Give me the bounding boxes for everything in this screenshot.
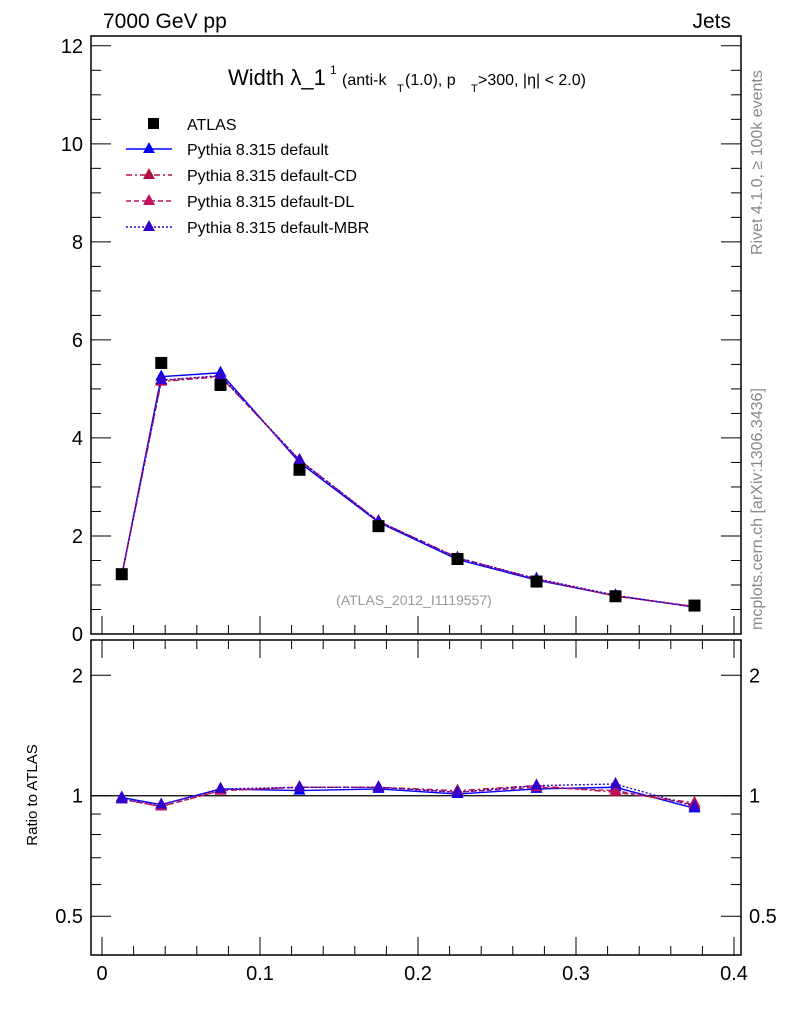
series-marker-3 <box>293 452 306 464</box>
ratio-line-3 <box>121 783 695 808</box>
title-main: Width λ_1 <box>228 65 326 90</box>
y-tick-label: 6 <box>72 330 83 352</box>
mcplots-label: mcplots.cern.ch [arXiv:1306.3436] <box>749 388 766 630</box>
series-line-0 <box>121 372 695 608</box>
ratio-tick-label: 2 <box>72 665 83 687</box>
y-tick-label: 4 <box>72 428 83 450</box>
header-right: Jets <box>692 10 731 33</box>
series-marker-3 <box>214 368 227 380</box>
legend-marker-2 <box>143 194 155 205</box>
data-point <box>530 575 543 588</box>
ratio-marker-3 <box>609 776 622 788</box>
header-left: 7000 GeV pp <box>103 10 227 33</box>
x-tick-label: 0 <box>96 963 107 985</box>
data-point <box>155 356 168 369</box>
legend-marker-1 <box>143 168 155 179</box>
legend-label-data: ATLAS <box>187 117 237 134</box>
title-rest: (1.0), p <box>405 72 456 89</box>
series-line-3 <box>121 374 695 608</box>
y-tick-label: 10 <box>61 134 83 156</box>
title-sub2: T <box>397 83 404 95</box>
data-point <box>451 553 464 566</box>
ratio-marker-3 <box>372 780 385 792</box>
data-point <box>609 590 622 603</box>
ratio-tick-label: 0.5 <box>55 906 83 928</box>
ratio-marker-3 <box>214 781 227 793</box>
x-tick-label: 0.3 <box>562 963 590 985</box>
legend-label-0: Pythia 8.315 default <box>187 142 329 159</box>
ratio-marker-3 <box>688 799 701 811</box>
ratio-ylabel: Ratio to ATLAS <box>24 744 41 845</box>
data-point <box>293 463 306 476</box>
series-line-1 <box>121 375 695 608</box>
y-tick-label: 12 <box>61 36 83 58</box>
analysis-watermark: (ATLAS_2012_I1119557) <box>336 592 492 608</box>
ratio-frame <box>90 639 742 956</box>
ratio-marker-3 <box>530 778 543 790</box>
legend-marker-0 <box>143 142 155 153</box>
title-rest3: >300, |η| < 2.0) <box>478 72 586 89</box>
legend-marker-data <box>148 118 159 129</box>
y-tick-label: 2 <box>72 526 83 548</box>
y-tick-label: 0 <box>72 624 83 646</box>
y-tick-label: 8 <box>72 232 83 254</box>
ratio-marker-3 <box>451 785 464 797</box>
ratio-marker-3 <box>155 797 168 809</box>
legend-marker-3 <box>143 220 155 231</box>
data-point <box>372 520 385 533</box>
title-rest2: T <box>471 83 478 95</box>
ratio-marker-2 <box>609 783 622 795</box>
ratio-tick-label-right: 1 <box>749 786 760 808</box>
data-point <box>214 378 227 391</box>
legend-label-1: Pythia 8.315 default-CD <box>187 168 357 185</box>
x-tick-label: 0.1 <box>246 963 274 985</box>
data-point <box>688 599 701 612</box>
legend-label-3: Pythia 8.315 default-MBR <box>187 220 369 237</box>
plot-title: Width λ_1 1 (anti-k T (1.0), p T >300, |… <box>228 63 586 95</box>
ratio-tick-label-right: 0.5 <box>749 906 777 928</box>
title-sup: 1 <box>330 63 337 77</box>
title-sub: (anti-k <box>342 72 387 89</box>
x-tick-label: 0.4 <box>720 963 748 985</box>
rivet-label: Rivet 4.1.0, ≥ 100k events <box>749 70 766 255</box>
series-marker-3 <box>155 373 168 385</box>
legend-label-2: Pythia 8.315 default-DL <box>187 194 354 211</box>
main-frame <box>90 35 742 635</box>
x-tick-label: 0.2 <box>404 963 432 985</box>
ratio-tick-label-right: 2 <box>749 665 760 687</box>
ratio-marker-3 <box>293 780 306 792</box>
series-line-2 <box>121 375 695 608</box>
ratio-tick-label: 1 <box>72 786 83 808</box>
data-point <box>115 568 128 581</box>
ratio-marker-3 <box>115 792 128 804</box>
